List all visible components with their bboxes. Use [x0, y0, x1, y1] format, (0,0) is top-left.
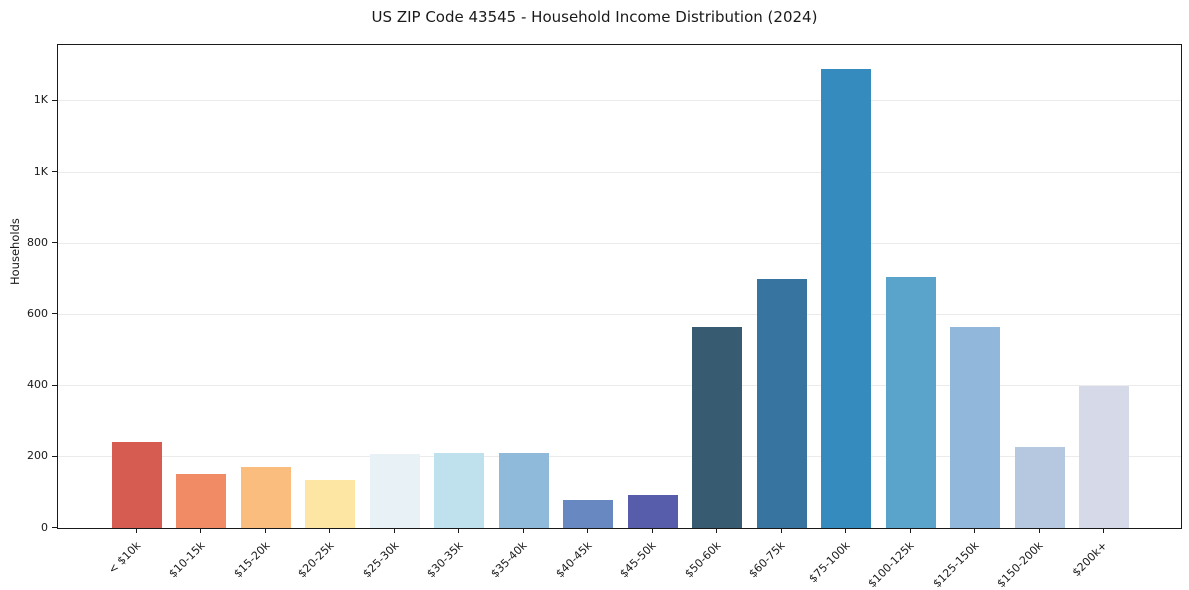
gridline: [58, 242, 1181, 244]
x-tick-label: $100-125k: [865, 539, 917, 590]
y-tick-mark: [52, 455, 57, 457]
plot-area: [57, 44, 1182, 529]
x-tick-label: $20-25k: [295, 539, 337, 581]
x-tick-mark: [1103, 528, 1104, 533]
gridline: [58, 100, 1181, 102]
y-tick-label: 600: [27, 306, 48, 320]
bar-20-25k: [305, 479, 356, 528]
x-tick-mark: [264, 528, 266, 533]
x-tick-label: $200k+: [1070, 539, 1111, 580]
y-tick-mark: [52, 171, 57, 173]
y-tick-label: 400: [27, 378, 48, 392]
y-tick-mark: [52, 242, 57, 244]
x-tick-mark: [587, 528, 589, 533]
x-tick-label: $45-50k: [617, 539, 659, 581]
y-tick-label: 800: [27, 235, 48, 249]
x-tick-mark: [974, 528, 976, 533]
bar-40-45k: [563, 500, 614, 528]
bar-125-150k: [950, 326, 1001, 528]
x-tick-label: $125-150k: [930, 539, 982, 590]
y-tick-label: 1K: [33, 93, 48, 107]
chart-title: US ZIP Code 43545 - Household Income Dis…: [371, 8, 818, 26]
x-tick-mark: [651, 528, 653, 533]
y-tick-label: 1K: [33, 164, 48, 178]
x-tick-mark: [522, 528, 524, 533]
bar-30-35k: [434, 452, 485, 528]
bar-60-75k: [756, 278, 807, 528]
x-tick-label: $60-75k: [746, 539, 788, 581]
x-tick-mark: [909, 528, 911, 533]
gridline: [58, 171, 1181, 173]
x-tick-label: $25-30k: [359, 539, 402, 581]
x-tick-label: $150-200k: [994, 539, 1046, 590]
y-tick-mark: [52, 313, 57, 315]
y-tick-mark: [52, 99, 57, 101]
x-tick-label: $10-15k: [166, 539, 208, 581]
x-tick-mark: [1038, 528, 1040, 533]
bar-100-125k: [885, 277, 936, 528]
gridline: [58, 456, 1181, 458]
bar-150-200k: [1014, 446, 1065, 528]
y-tick-label: 200: [27, 449, 48, 463]
gridline: [58, 385, 1181, 387]
bar-75-100k: [821, 68, 872, 528]
x-tick-label: $35-40k: [488, 539, 530, 581]
x-tick-mark: [458, 528, 460, 533]
x-tick-mark: [780, 528, 782, 533]
x-tick-label: $50-60k: [682, 539, 724, 581]
y-axis-label: Households: [8, 218, 22, 285]
x-tick-mark: [329, 528, 331, 533]
bar-200k: [1079, 385, 1129, 528]
bar-45-50k: [627, 494, 678, 528]
x-tick-mark: [845, 528, 847, 533]
y-tick-label: 0: [41, 520, 48, 534]
x-tick-label: < $10k: [105, 539, 144, 577]
bar-10-15k: [176, 473, 227, 528]
bar-35-40k: [498, 452, 549, 528]
x-tick-mark: [200, 528, 202, 533]
x-tick-mark: [716, 528, 718, 533]
bar-10k: [112, 441, 162, 528]
x-tick-label: $40-45k: [553, 539, 595, 581]
bar-25-30k: [369, 453, 420, 528]
x-tick-mark: [393, 528, 395, 533]
x-tick-label: $75-100k: [806, 539, 853, 586]
x-tick-mark: [136, 528, 137, 533]
x-tick-label: $15-20k: [230, 539, 273, 581]
y-tick-mark: [52, 527, 57, 528]
bar-15-20k: [240, 467, 291, 528]
y-tick-mark: [52, 384, 57, 386]
gridline: [58, 313, 1181, 315]
x-tick-label: $30-35k: [424, 539, 466, 581]
bar-50-60k: [692, 326, 743, 528]
